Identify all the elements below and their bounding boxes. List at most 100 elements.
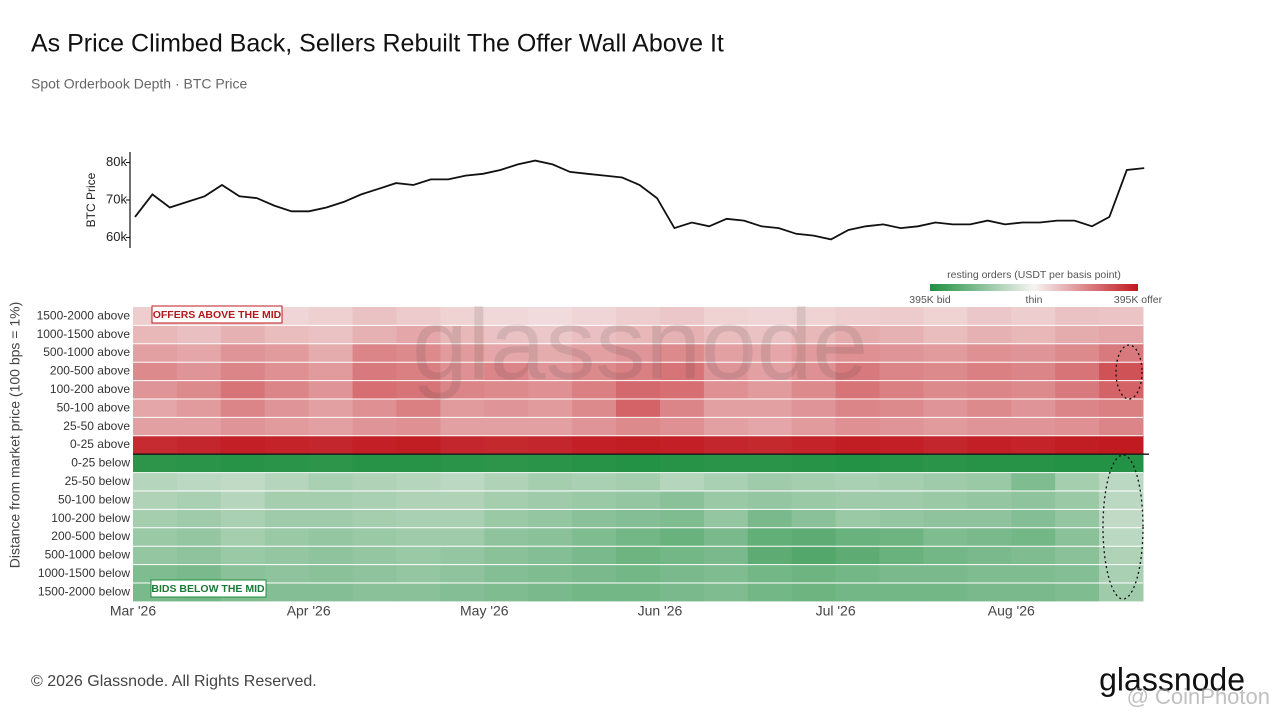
heat-cell xyxy=(396,472,441,491)
footer: © 2026 Glassnode. All Rights Reserved. xyxy=(31,673,317,690)
heat-cell xyxy=(133,325,178,344)
heat-cell xyxy=(879,454,924,473)
heat-cell xyxy=(396,583,441,602)
heat-cell xyxy=(835,509,881,528)
heat-cell xyxy=(572,307,617,326)
heat-cell xyxy=(1099,527,1144,547)
heat-cell xyxy=(923,546,968,565)
heat-cell xyxy=(440,564,485,583)
heat-cell xyxy=(352,380,397,399)
heat-cell xyxy=(967,435,1012,455)
heat-cell xyxy=(484,307,529,326)
heat-cell xyxy=(352,417,397,436)
heat-cell xyxy=(440,343,485,363)
heat-cell xyxy=(659,509,705,528)
heat-cell xyxy=(1055,509,1100,528)
heat-cell xyxy=(1055,307,1100,326)
heat-cell xyxy=(440,491,485,510)
heat-cell xyxy=(659,307,705,326)
highlight-ellipse xyxy=(1115,344,1143,400)
heat-cell xyxy=(1099,417,1144,436)
heat-cell xyxy=(616,362,661,381)
heat-cell xyxy=(176,325,222,344)
heat-cell xyxy=(220,417,266,436)
heat-cell xyxy=(352,564,397,583)
heat-cell xyxy=(308,325,354,344)
highlight-ellipse xyxy=(1102,454,1144,600)
row-label: 50-100 below xyxy=(58,492,130,506)
heat-cell xyxy=(220,509,266,528)
heat-cell xyxy=(264,435,310,455)
heat-cell xyxy=(396,380,441,399)
heat-cell xyxy=(835,454,881,473)
heat-cell xyxy=(440,546,485,565)
heat-cell xyxy=(528,362,573,381)
chart-title: As Price Climbed Back, Sellers Rebuilt T… xyxy=(31,30,724,58)
heat-cell xyxy=(747,380,793,399)
heat-cell xyxy=(1055,435,1100,455)
heat-cell xyxy=(747,325,793,344)
heat-cell xyxy=(528,564,573,583)
heat-cell xyxy=(1055,564,1100,583)
y-axis-label: Distance from market price (100 bps = 1%… xyxy=(7,302,23,569)
heat-cell xyxy=(791,491,837,510)
heat-cell xyxy=(659,325,705,344)
heat-cell xyxy=(879,325,924,344)
heat-cell xyxy=(176,527,222,547)
heat-cell xyxy=(923,509,968,528)
x-tick-label: Jun '26 xyxy=(638,603,683,619)
heat-cell xyxy=(879,472,924,491)
heat-cell xyxy=(528,343,573,363)
heat-cell xyxy=(352,583,397,602)
heat-cell xyxy=(1099,399,1144,418)
heat-cell xyxy=(967,343,1012,363)
heat-cell xyxy=(1055,417,1100,436)
chart-subtitle: Spot Orderbook Depth · BTC Price xyxy=(31,76,248,92)
heat-cell xyxy=(484,564,529,583)
heat-cell xyxy=(703,399,749,418)
heat-cell xyxy=(484,527,529,547)
heat-cell xyxy=(484,454,529,473)
heat-cell xyxy=(835,527,881,547)
heat-cell xyxy=(616,583,661,602)
heat-cell xyxy=(1055,325,1100,344)
heat-cell xyxy=(396,435,441,455)
heat-cell xyxy=(967,362,1012,381)
annotation-box xyxy=(150,579,267,598)
heat-cell xyxy=(220,380,266,399)
heat-cell xyxy=(176,435,222,455)
heat-cell xyxy=(220,454,266,473)
heat-cell xyxy=(352,307,397,326)
source-watermark: @ CoinPhoton xyxy=(1127,684,1270,709)
heat-cell xyxy=(396,399,441,418)
heat-cell xyxy=(659,472,705,491)
heat-cell xyxy=(1099,307,1144,326)
heat-cell xyxy=(616,546,661,565)
heat-cell xyxy=(791,546,837,565)
heat-cell xyxy=(133,343,178,363)
heat-cell xyxy=(1099,583,1144,602)
heat-cell xyxy=(396,362,441,381)
y-tick-label: 80k xyxy=(106,154,127,169)
heat-cell xyxy=(747,564,793,583)
row-label: 1500-2000 below xyxy=(38,584,130,598)
heat-cell xyxy=(133,472,178,491)
colorbar xyxy=(930,284,1138,291)
row-label: 1000-1500 below xyxy=(38,566,130,580)
heat-cell xyxy=(1055,343,1100,363)
heat-cell xyxy=(616,472,661,491)
heat-cell xyxy=(747,583,793,602)
heat-cell xyxy=(659,417,705,436)
heat-cell xyxy=(133,491,178,510)
heat-cell xyxy=(528,417,573,436)
heat-cell xyxy=(133,509,178,528)
row-label: 25-50 below xyxy=(65,474,131,488)
heat-cell xyxy=(791,564,837,583)
heat-cell xyxy=(440,527,485,547)
colorbar-tick-label: 395K offer xyxy=(1114,294,1163,306)
heat-cell xyxy=(923,435,968,455)
heat-cell xyxy=(835,435,881,455)
heat-cell xyxy=(352,546,397,565)
heat-cell xyxy=(703,564,749,583)
